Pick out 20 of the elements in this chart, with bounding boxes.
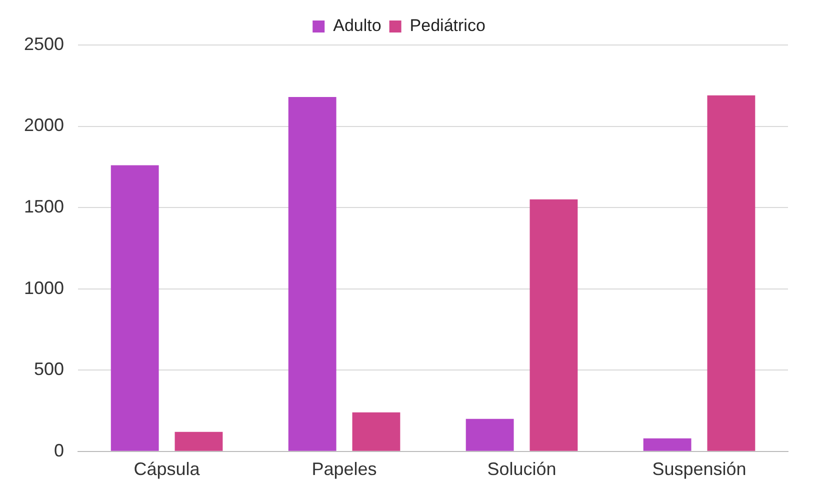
x-tick-label: Suspensión: [652, 459, 746, 480]
bar: [530, 199, 578, 451]
y-tick-label: 1000: [24, 278, 64, 298]
bar: [288, 97, 336, 451]
bar: [707, 95, 756, 451]
bar: [643, 438, 692, 451]
x-tick-label: Solución: [487, 459, 556, 480]
y-tick-label: 500: [34, 359, 64, 380]
bar: [174, 432, 223, 451]
y-tick-label: 1500: [24, 196, 64, 217]
bar: [352, 412, 400, 451]
y-tick-label: 2000: [24, 115, 64, 136]
bar: [110, 165, 159, 451]
x-tick-label: Cápsula: [134, 459, 201, 480]
legend-label: Adulto: [333, 16, 382, 36]
bar: [466, 418, 514, 451]
y-tick-label: 2500: [24, 34, 64, 54]
legend-label: Pediátrico: [410, 16, 486, 36]
x-tick-label: Papeles: [312, 459, 377, 480]
y-tick-label: 0: [54, 440, 64, 460]
